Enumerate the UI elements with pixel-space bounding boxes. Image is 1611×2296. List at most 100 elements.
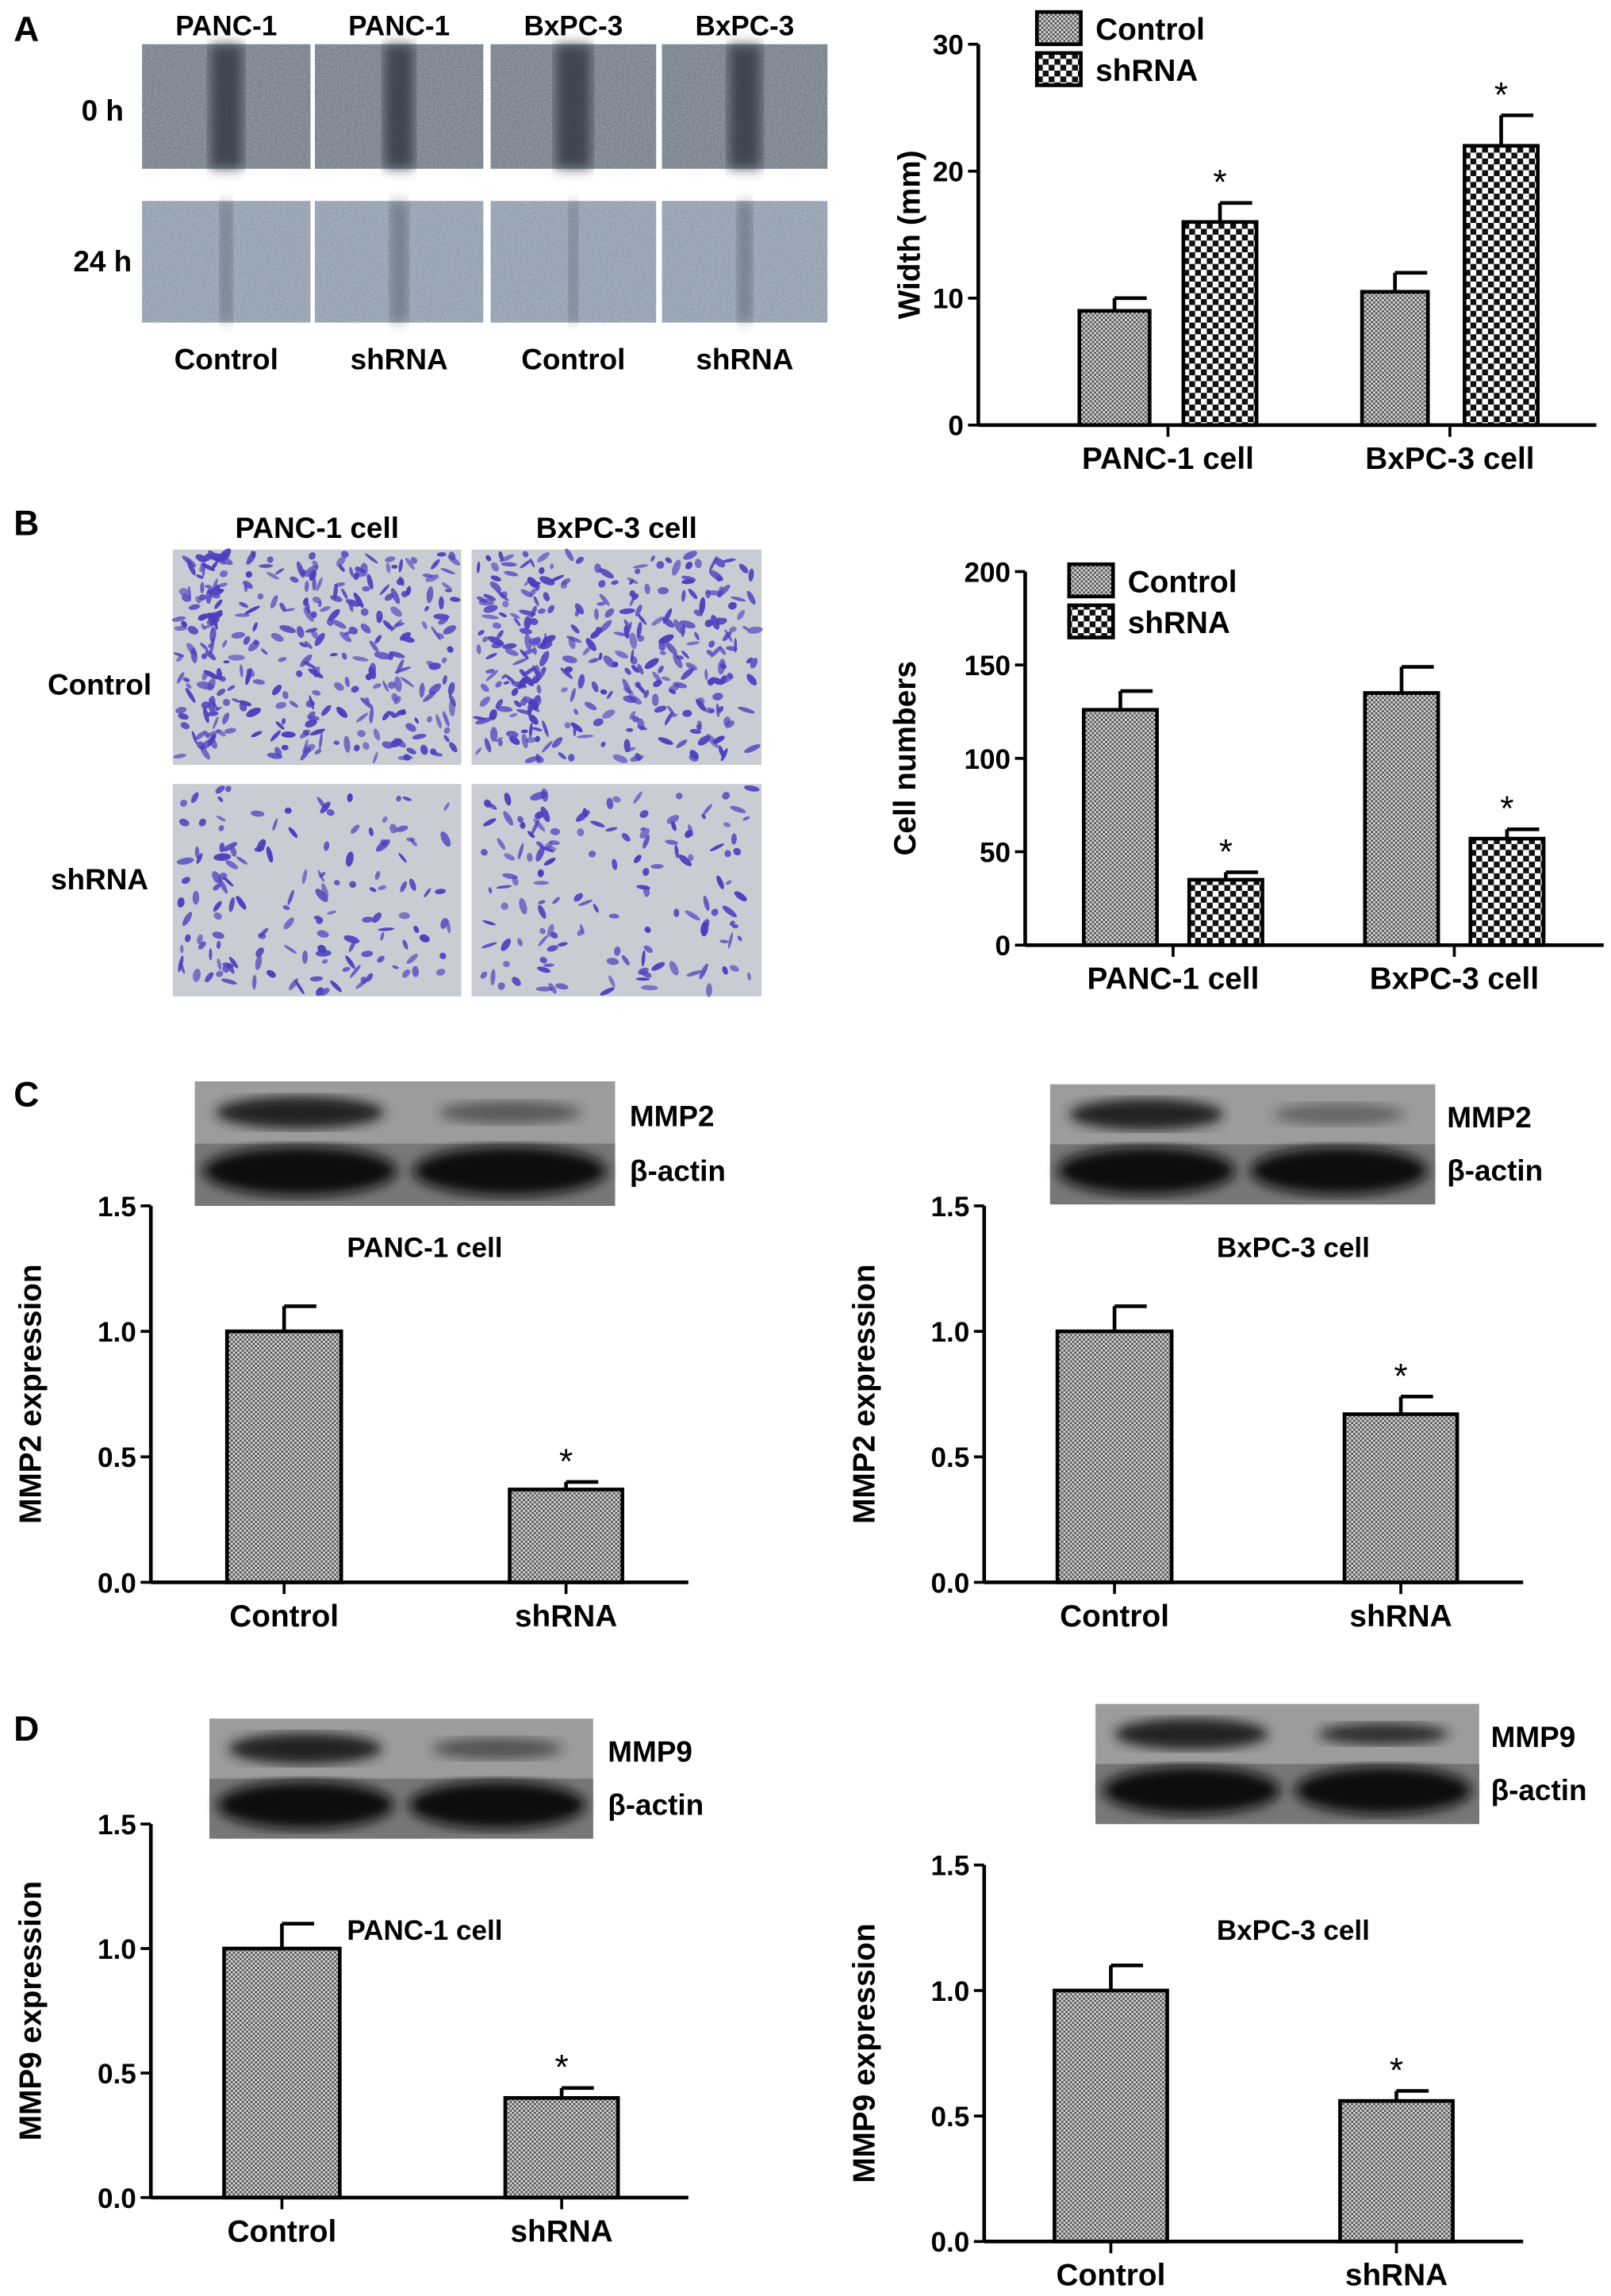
y-axis-label: MMP2 expression [14,1264,48,1523]
legend-swatch [1067,562,1115,599]
y-tick-label: 30 [933,30,964,61]
significance-marker: * [1390,2051,1403,2090]
significance-marker: * [559,1442,573,1481]
bar [1338,2098,1455,2244]
bar-chart-2: Control * shRNA PANC-1 cell 0.0 0.5 1.0 1.5 MMP2… [14,1192,689,1634]
y-tick-label: 0.5 [931,1442,970,1473]
bar [1053,1988,1169,2244]
significance-marker: * [1213,163,1226,202]
x-tick-label: Control [229,1599,339,1634]
x-tick-label: BxPC-3 cell [1370,962,1539,996]
transwell-column-label: PANC-1 cell [236,512,399,544]
bar-chart-0: * * Control shRNA PANC-1 cell BxPC-3 cell 0 10 2… [893,10,1597,476]
blot-label-target: MMP9 [1491,1721,1576,1753]
significance-marker: * [1500,789,1513,828]
western-blot-image [209,1718,593,1839]
bar-chart-1: * * Control shRNA PANC-1 cell BxPC-3 cell 0 50 1… [888,557,1604,996]
significance-marker: * [1394,1357,1407,1396]
legend-swatch [1034,51,1083,87]
y-tick-label: 1.0 [98,1934,136,1965]
y-axis-label: Width (mm) [893,150,927,319]
y-tick-label: 1.5 [98,1192,136,1223]
bar-chart-5: Control * shRNA BxPC-3 cell 0.0 0.5 1.0 1.5 MMP9… [847,1851,1524,2293]
y-tick-label: 200 [964,557,1011,588]
panel-label-d: D [13,1710,39,1749]
x-tick-label: Control [1057,2259,1166,2293]
y-tick-label: 0.5 [931,2102,970,2133]
legend-label: Control [1095,13,1205,47]
wound-row-label: 24 h [73,245,132,278]
y-tick-label: 0 [995,931,1011,962]
x-tick-label: shRNA [1349,1599,1452,1634]
x-tick-label: PANC-1 cell [1082,442,1254,476]
chart-title: PANC-1 cell [347,1233,502,1264]
bar-chart-4: Control * shRNA PANC-1 cell 0.0 0.5 1.0 1.5 MMP9… [14,1810,689,2248]
legend-label: Control [1128,565,1237,599]
panel-label-b: B [13,504,39,543]
bar [1360,290,1430,428]
y-tick-label: 10 [933,284,964,315]
y-tick-label: 20 [933,157,964,188]
y-tick-label: 0.5 [98,2059,136,2090]
bar [508,1488,625,1584]
bar [1463,144,1540,428]
wound-group-label: shRNA [696,344,793,376]
y-tick-label: 0 [948,411,964,442]
legend-swatch [1067,603,1115,639]
y-tick-label: 100 [964,744,1011,775]
blot-label-target: MMP2 [1447,1101,1532,1134]
wound-column-label: BxPC-3 [695,11,794,42]
transwell-micrograph [471,784,762,997]
y-tick-label: 0.0 [931,2227,970,2258]
legend-swatch [1034,10,1083,47]
x-tick-label: Control [228,2214,337,2248]
bar-chart-3: Control * shRNA BxPC-3 cell 0.0 0.5 1.0 1.5 MMP2… [847,1192,1524,1634]
y-tick-label: 1.5 [931,1192,970,1223]
bar [222,1946,342,2200]
x-tick-label: shRNA [515,1599,617,1634]
y-axis-label: MMP2 expression [847,1264,881,1523]
wound-group-label: Control [521,344,625,376]
y-tick-label: 50 [980,837,1011,868]
y-tick-label: 150 [964,651,1011,682]
wound-column-label: PANC-1 [348,11,450,42]
wound-healing-micrograph [662,201,828,323]
wound-healing-micrograph [142,44,311,169]
bar [1363,691,1440,947]
x-tick-label: PANC-1 cell [1087,962,1259,996]
y-axis-label: MMP9 expression [847,1923,881,2183]
bar [1077,309,1152,428]
transwell-micrograph [171,548,462,766]
x-tick-label: shRNA [1345,2259,1448,2293]
wound-healing-micrograph [662,44,828,169]
x-tick-label: Control [1060,1599,1169,1634]
blot-label-target: MMP9 [608,1736,692,1768]
transwell-row-label: shRNA [51,863,148,896]
y-axis-label: Cell numbers [888,661,922,856]
bar [503,2096,620,2200]
x-tick-label: BxPC-3 cell [1365,442,1534,476]
bar [1468,836,1546,947]
bar [1055,1329,1174,1584]
legend-label: shRNA [1095,54,1198,88]
wound-group-label: Control [175,344,278,376]
x-tick-label: shRNA [510,2214,612,2248]
chart-title: PANC-1 cell [347,1915,502,1946]
wound-healing-micrograph [490,201,657,323]
bar [1181,220,1259,428]
wound-column-label: PANC-1 [175,11,277,42]
wound-healing-micrograph [314,201,484,323]
y-tick-label: 1.5 [931,1851,970,1882]
western-blot-image [194,1081,616,1206]
transwell-micrograph [172,784,462,996]
significance-marker: * [1494,75,1508,114]
y-tick-label: 1.5 [98,1810,136,1841]
wound-column-label: BxPC-3 [524,11,623,42]
y-tick-label: 0.0 [98,2183,136,2214]
bar [1342,1412,1459,1584]
blot-label-target: MMP2 [630,1100,715,1132]
chart-title: BxPC-3 cell [1217,1915,1370,1946]
wound-healing-micrograph [314,44,484,169]
transwell-micrograph [471,548,763,766]
y-tick-label: 1.0 [98,1317,136,1348]
